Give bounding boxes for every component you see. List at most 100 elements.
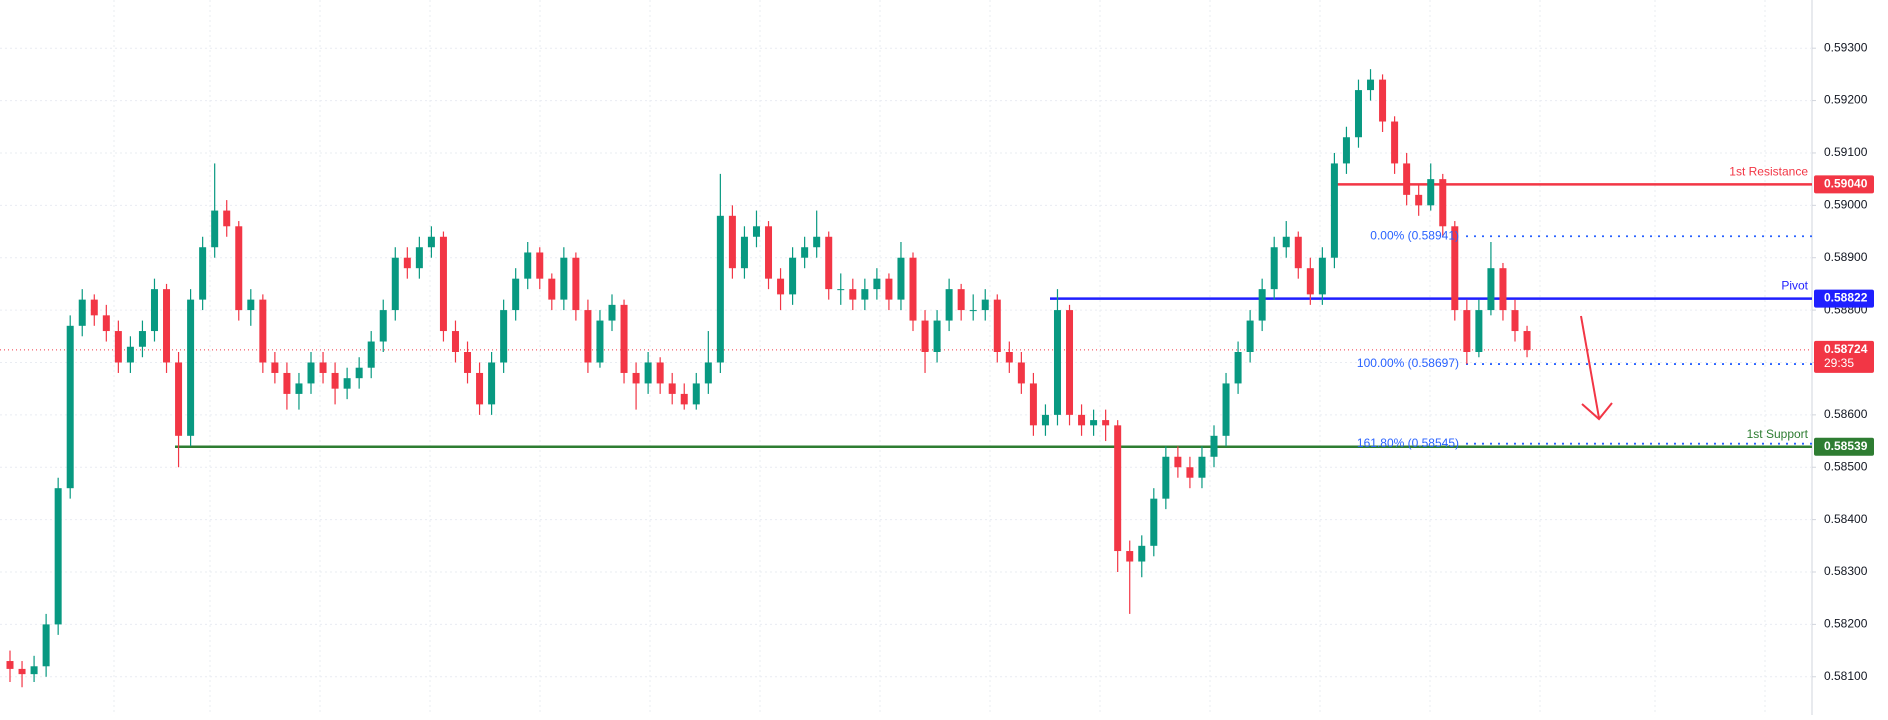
candle-body bbox=[1017, 362, 1025, 384]
candle-body bbox=[584, 310, 592, 363]
candle-body bbox=[1066, 310, 1074, 415]
price-tag-label: 0.58822 bbox=[1824, 291, 1868, 305]
candle-body bbox=[102, 315, 110, 332]
y-tick-label: 0.58500 bbox=[1824, 459, 1868, 473]
fib-label: 161.80% (0.58545) bbox=[1357, 436, 1459, 450]
candle-body bbox=[993, 299, 1001, 352]
candle-body bbox=[680, 393, 688, 405]
level-label: Pivot bbox=[1781, 279, 1808, 293]
candle-body bbox=[1511, 310, 1519, 332]
candle-body bbox=[644, 362, 652, 384]
y-tick-label: 0.58200 bbox=[1824, 617, 1868, 631]
candle-body bbox=[1174, 456, 1182, 468]
candle-body bbox=[524, 252, 532, 279]
candle-body bbox=[704, 362, 712, 384]
candle-body bbox=[668, 383, 676, 394]
price-tag-label: 0.59040 bbox=[1824, 177, 1868, 191]
candle-body bbox=[1126, 551, 1134, 562]
vertical-grid bbox=[113, 0, 1766, 715]
candle-body bbox=[1499, 268, 1507, 311]
candle-body bbox=[54, 488, 62, 625]
countdown-label: 29:35 bbox=[1824, 356, 1854, 370]
candle-body bbox=[1306, 268, 1314, 295]
candle-body bbox=[1523, 331, 1531, 350]
candle-body bbox=[138, 331, 146, 347]
candle-body bbox=[692, 383, 700, 405]
candle-body bbox=[415, 247, 423, 269]
candle-body bbox=[451, 331, 459, 352]
candle-body bbox=[1475, 310, 1483, 352]
candle-body bbox=[78, 299, 86, 326]
candle-body bbox=[1162, 456, 1170, 499]
candle-body bbox=[211, 210, 219, 248]
candle-body bbox=[837, 289, 845, 291]
candle-body bbox=[114, 331, 122, 363]
candle-body bbox=[536, 252, 544, 279]
candle-body bbox=[825, 236, 833, 290]
last-price-tag bbox=[1814, 340, 1874, 373]
candle-body bbox=[1041, 414, 1049, 426]
candle-body bbox=[897, 257, 905, 300]
candle-body bbox=[981, 299, 989, 311]
candle-body bbox=[789, 257, 797, 295]
candle-body bbox=[30, 666, 38, 675]
level-label: 1st Resistance bbox=[1729, 165, 1808, 179]
candle-body bbox=[319, 362, 327, 373]
candle-body bbox=[235, 226, 243, 311]
candle-body bbox=[777, 278, 785, 295]
forecast-arrow bbox=[1580, 315, 1613, 421]
candle-body bbox=[596, 320, 604, 363]
candle-body bbox=[223, 210, 231, 227]
candle-body bbox=[740, 236, 748, 269]
candle-body bbox=[175, 362, 183, 436]
fib-label: 100.00% (0.58697) bbox=[1357, 356, 1459, 370]
price-tag bbox=[1814, 175, 1874, 194]
candle-body bbox=[1150, 498, 1158, 546]
last-price-label: 0.58724 bbox=[1824, 342, 1868, 356]
candle-body bbox=[1294, 236, 1302, 269]
candle-body bbox=[271, 362, 279, 373]
candle-body bbox=[512, 278, 520, 311]
candle-body bbox=[885, 278, 893, 300]
candles-layer bbox=[6, 69, 1531, 688]
candle-body bbox=[283, 372, 291, 394]
candle-body bbox=[1354, 90, 1362, 138]
candle-body bbox=[1053, 310, 1061, 415]
candle-body bbox=[355, 367, 363, 379]
arrow-head bbox=[1581, 402, 1613, 421]
candle-body bbox=[1415, 194, 1423, 206]
candle-body bbox=[42, 624, 50, 667]
candle-body bbox=[488, 362, 496, 405]
candle-body bbox=[572, 257, 580, 311]
y-tick-label: 0.58100 bbox=[1824, 669, 1868, 683]
candle-body bbox=[1391, 121, 1399, 164]
y-tick-label: 0.59100 bbox=[1824, 145, 1868, 159]
candle-body bbox=[150, 289, 158, 332]
candle-body bbox=[1487, 268, 1495, 311]
candle-body bbox=[608, 304, 616, 321]
y-tick-label: 0.59000 bbox=[1824, 198, 1868, 212]
candle-body bbox=[1198, 456, 1206, 478]
candle-body bbox=[66, 325, 74, 489]
price-tag-label: 0.58539 bbox=[1824, 439, 1868, 453]
candle-body bbox=[1186, 467, 1194, 478]
levels-layer bbox=[0, 183, 1812, 449]
candle-body bbox=[1439, 179, 1447, 227]
candle-body bbox=[716, 215, 724, 363]
candle-body bbox=[439, 236, 447, 332]
candle-body bbox=[1270, 247, 1278, 290]
candle-body bbox=[1114, 425, 1122, 552]
candle-body bbox=[656, 362, 664, 384]
candle-body bbox=[1427, 179, 1435, 206]
fib-label: 0.00% (0.58941) bbox=[1370, 228, 1459, 242]
candle-body bbox=[1234, 352, 1242, 384]
candle-body bbox=[945, 289, 953, 321]
price-tag bbox=[1814, 437, 1874, 456]
candle-body bbox=[728, 215, 736, 269]
candle-body bbox=[1282, 236, 1290, 248]
candle-body bbox=[933, 320, 941, 352]
candle-body bbox=[379, 310, 387, 342]
candle-body bbox=[464, 352, 472, 373]
